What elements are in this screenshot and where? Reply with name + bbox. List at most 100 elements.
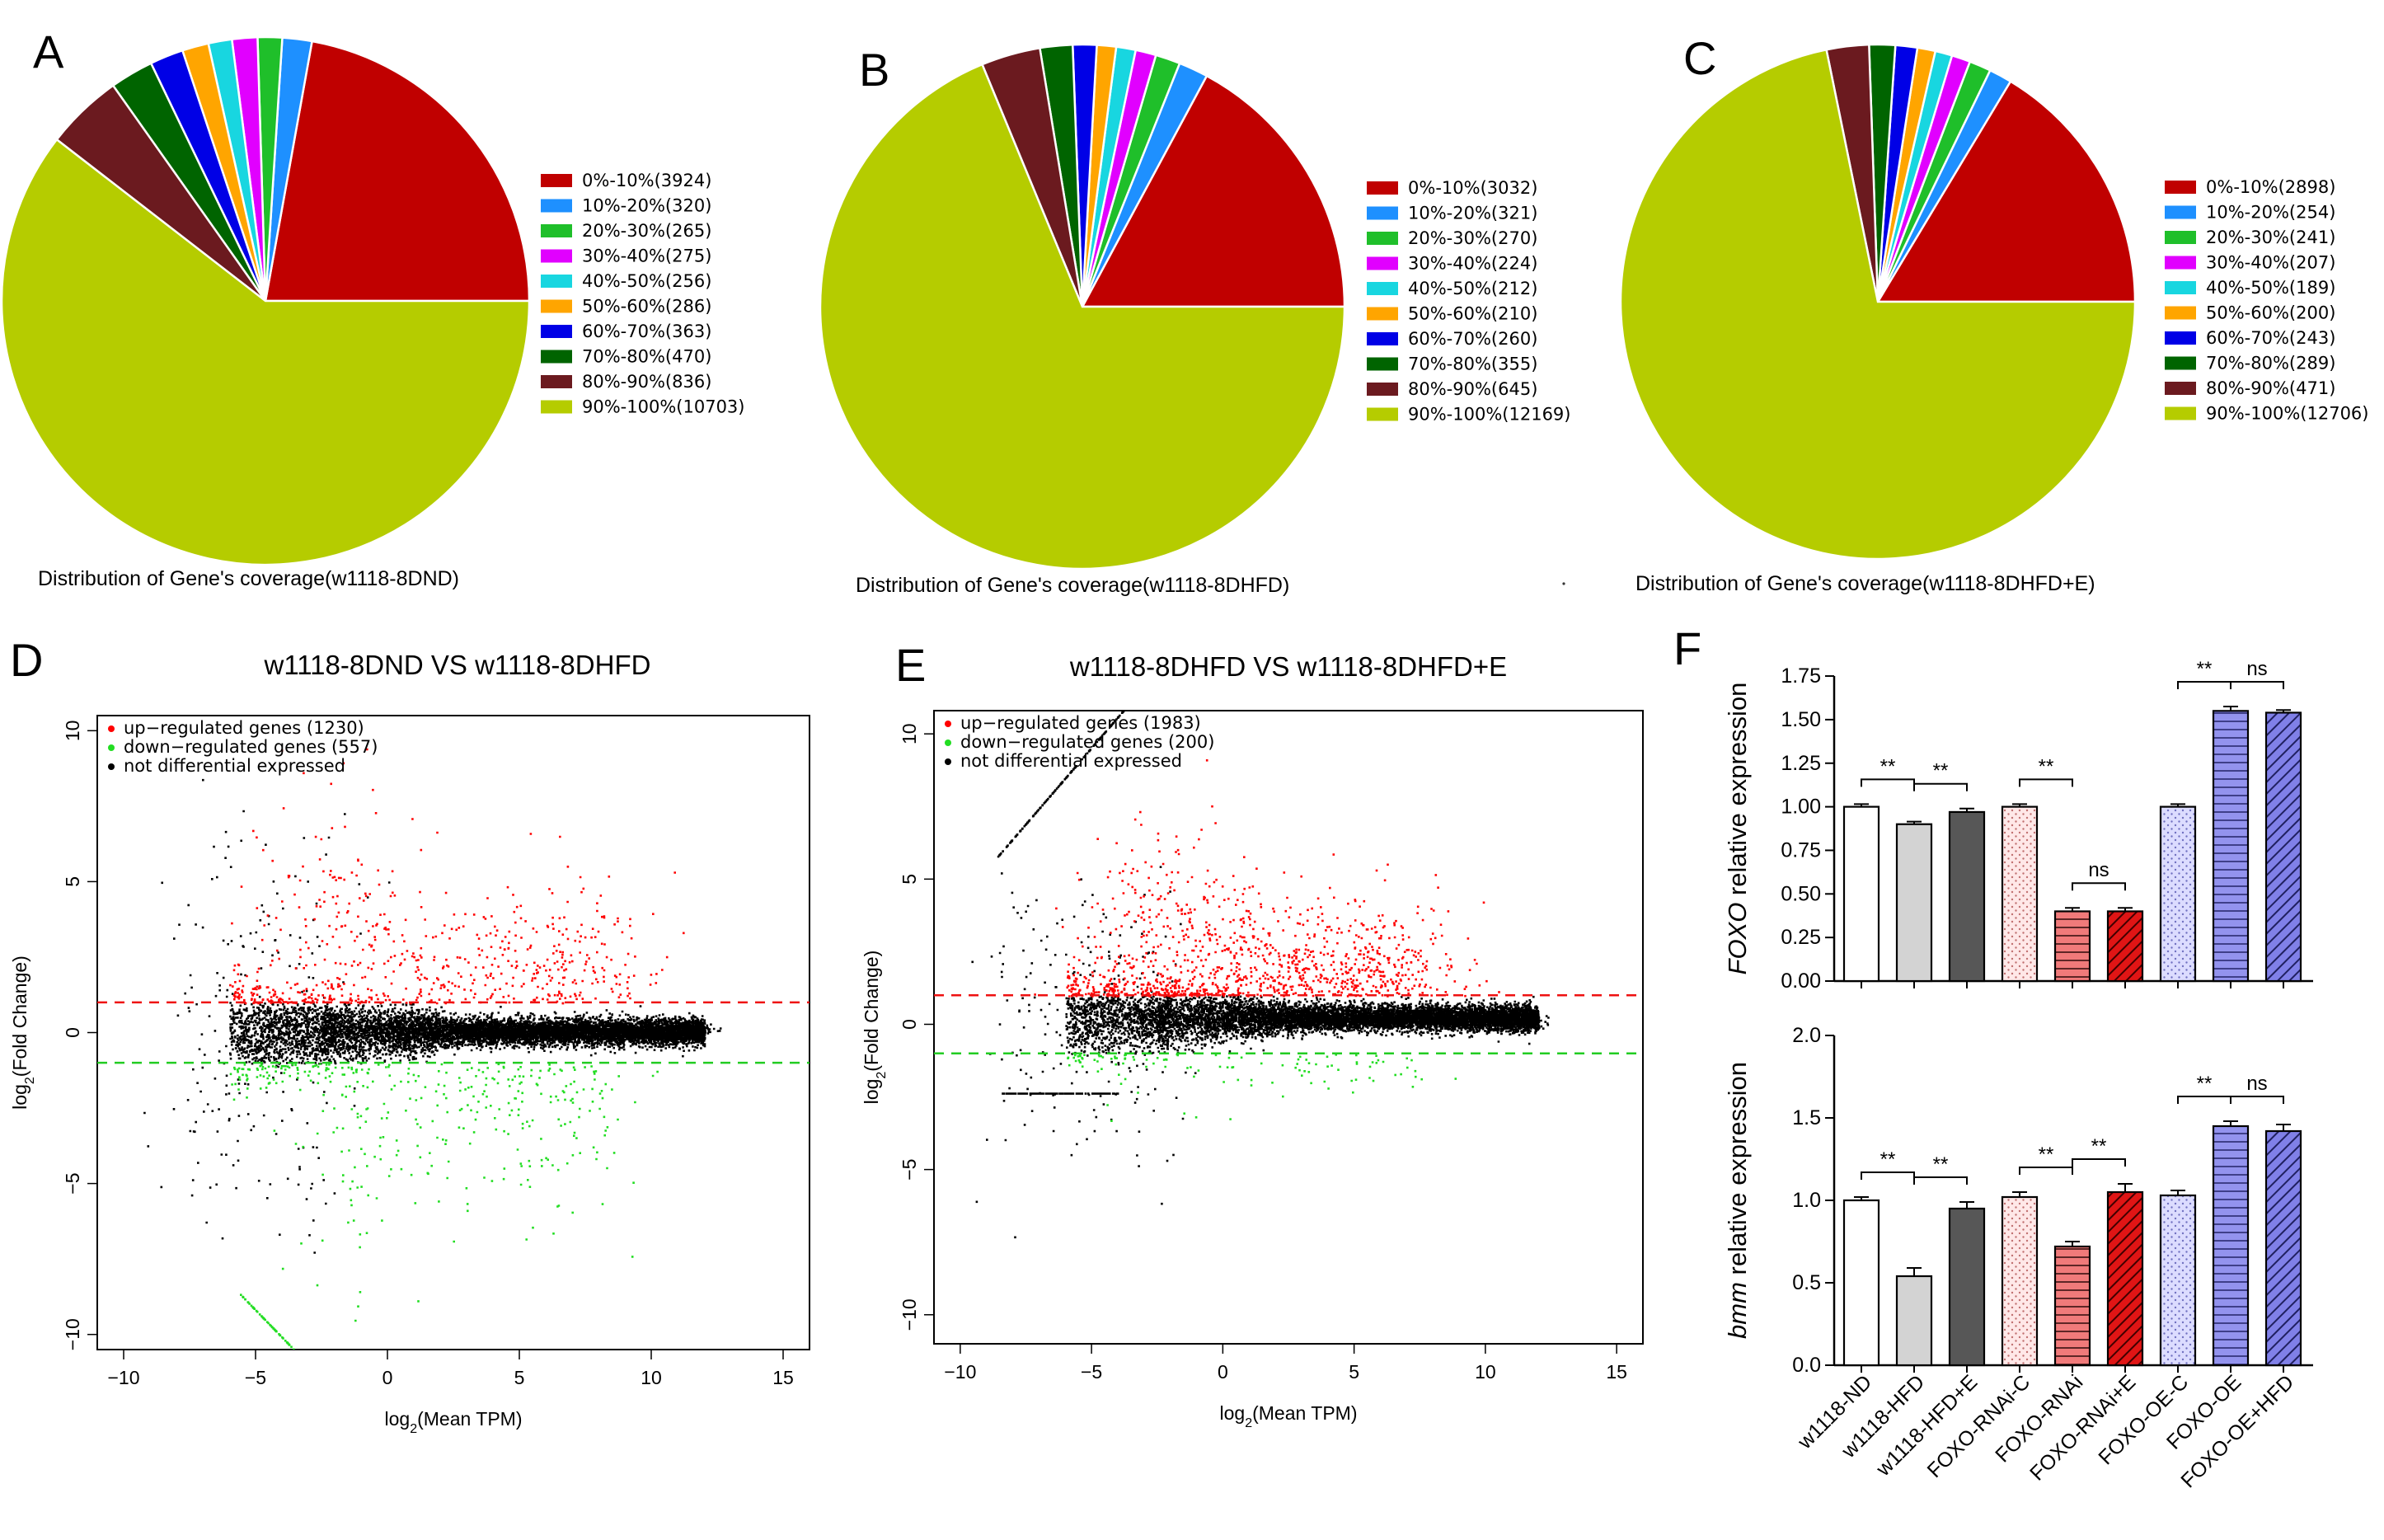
pie-caption: Distribution of Gene's coverage(w1118-8D… xyxy=(1635,572,2095,595)
y-axis-label: bmm relative expression xyxy=(1723,1062,1752,1339)
bar xyxy=(2001,805,2039,983)
legend-swatch xyxy=(1367,256,1398,270)
x-axis-label-sub: 2 xyxy=(410,1422,417,1436)
legend-label: 20%-30%(265) xyxy=(582,221,711,241)
plot-title: w1118-8DND VS w1118-8DHFD xyxy=(264,650,651,680)
pie-caption: Distribution of Gene's coverage(w1118-8D… xyxy=(38,567,459,590)
significance-bracket xyxy=(2177,681,2231,690)
plot-title: w1118-8DHFD VS w1118-8DHFD+E xyxy=(1069,651,1507,682)
legend-label: down−regulated genes (200) xyxy=(960,732,1214,752)
y-axis-label: log2(Fold Change) xyxy=(9,955,37,1110)
y-axis-label-part: relative expression xyxy=(1723,1062,1752,1282)
x-tick-label: −5 xyxy=(245,1367,266,1388)
legend-marker xyxy=(945,721,951,727)
legend-swatch xyxy=(1367,181,1398,195)
significance-label: ** xyxy=(1933,1153,1949,1176)
x-axis-label: log2(Mean TPM) xyxy=(1220,1402,1358,1430)
significance-bracket xyxy=(1913,782,1968,791)
legend-label: 0%-10%(2898) xyxy=(2206,177,2335,197)
y-tick-label: 10 xyxy=(899,723,920,744)
y-tick-label: 2.0 xyxy=(1792,1024,1821,1047)
y-axis-label: log2(Fold Change) xyxy=(861,951,889,1105)
significance-bracket xyxy=(2177,1096,2231,1104)
significance-label: ** xyxy=(2197,658,2213,680)
x-tick-label: 10 xyxy=(641,1367,662,1388)
bar xyxy=(1842,1199,1880,1367)
legend-label: 20%-30%(270) xyxy=(1408,228,1537,248)
significance-bracket xyxy=(2019,1167,2073,1175)
pie-chart-C: 0%-10%(2898) 10%-20%(254) 20%-30%(241) 30%-… xyxy=(1619,43,2368,595)
legend-label: 60%-70%(260) xyxy=(1408,329,1537,349)
bar xyxy=(2212,1124,2250,1367)
significance-bracket xyxy=(2230,681,2284,690)
legend-label: not differential expressed xyxy=(960,751,1182,771)
y-tick-label: 1.00 xyxy=(1781,796,1821,819)
bar xyxy=(1948,810,1986,983)
x-axis-label-sub: 2 xyxy=(1245,1416,1252,1430)
bar xyxy=(2106,1190,2144,1367)
legend-swatch xyxy=(2165,406,2196,420)
pie-slice xyxy=(1619,48,2137,561)
legend-label: 70%-80%(289) xyxy=(2206,354,2335,373)
legend-label: 30%-40%(207) xyxy=(2206,253,2335,273)
y-axis-label-sub: 2 xyxy=(875,1072,889,1079)
x-axis-label-part: (Mean TPM) xyxy=(417,1408,522,1430)
bar xyxy=(1895,1275,1933,1367)
legend-label: 10%-20%(321) xyxy=(1408,204,1537,223)
stray-dot xyxy=(1562,582,1565,585)
bar xyxy=(2053,910,2091,983)
legend-label: 30%-40%(275) xyxy=(582,246,711,266)
pie-slice xyxy=(819,63,1346,570)
legend-label: 60%-70%(363) xyxy=(582,322,711,341)
x-axis-label-part: log xyxy=(385,1408,411,1430)
panel-label-D: D xyxy=(10,634,43,686)
legend-label: 80%-90%(645) xyxy=(1408,379,1537,399)
legend-label: 90%-100%(12169) xyxy=(1408,405,1570,425)
pie-caption: Distribution of Gene's coverage(w1118-8D… xyxy=(856,574,1289,597)
y-tick-label: 0.0 xyxy=(1792,1354,1821,1377)
y-axis-label-part: relative expression xyxy=(1723,683,1752,903)
bar xyxy=(2159,805,2197,983)
legend-swatch xyxy=(2165,205,2196,219)
ma-plot-D: w1118-8DND VS w1118-8DHFD −10 −5 0 5 10 15 −10 −… xyxy=(9,650,810,1436)
legend-label: not differential expressed xyxy=(124,756,345,776)
bar-chart-F-top: 0.00 0.25 0.50 0.75 1.00 1.25 1.50 1.75 FOXO rel… xyxy=(1723,658,2313,993)
pie-chart-A: 0%-10%(3924) 10%-20%(320) 20%-30%(265) 30%-… xyxy=(0,35,744,590)
y-axis-label-gene: FOXO xyxy=(1723,903,1752,975)
y-axis-label-sub: 2 xyxy=(23,1077,37,1084)
significance-bracket xyxy=(1913,1176,1968,1185)
y-axis-label: FOXO relative expression xyxy=(1723,683,1752,975)
y-axis-label-gene: bmm xyxy=(1723,1282,1752,1339)
significance-bracket xyxy=(2072,882,2126,891)
pie-slice xyxy=(1080,74,1346,308)
bar xyxy=(2001,1195,2039,1367)
legend-label: 50%-60%(210) xyxy=(1408,304,1537,324)
y-tick-label: −5 xyxy=(899,1159,920,1181)
x-axis-label-part: log xyxy=(1220,1402,1246,1424)
legend-swatch xyxy=(541,199,572,213)
x-tick-label: 5 xyxy=(1349,1361,1359,1383)
significance-label: ns xyxy=(2246,658,2267,680)
significance-label: ** xyxy=(1880,1148,1896,1171)
legend-swatch xyxy=(2165,231,2196,244)
legend-label: 10%-20%(320) xyxy=(582,196,711,216)
y-axis-label-part: log xyxy=(9,1084,31,1110)
significance-bracket xyxy=(2019,778,2073,787)
x-tick-label: 0 xyxy=(1218,1361,1228,1383)
x-tick-label: 15 xyxy=(1606,1361,1627,1383)
pie-chart-B: 0%-10%(3032) 10%-20%(321) 20%-30%(270) 30%-… xyxy=(819,43,1570,597)
not-differential-points xyxy=(971,711,1550,1239)
not-differential-points xyxy=(143,778,722,1254)
legend-label: up−regulated genes (1230) xyxy=(124,718,364,738)
bar xyxy=(2264,711,2302,983)
bar xyxy=(2053,1245,2091,1367)
legend-swatch xyxy=(2165,331,2196,345)
y-tick-label: 5 xyxy=(62,876,83,887)
legend-label: 30%-40%(224) xyxy=(1408,254,1537,274)
significance-label: ** xyxy=(1880,755,1896,777)
legend-swatch xyxy=(2165,382,2196,395)
legend-label: 80%-90%(471) xyxy=(2206,378,2335,398)
legend-marker xyxy=(108,763,115,770)
y-tick-label: 0 xyxy=(899,1019,920,1030)
legend-swatch xyxy=(541,224,572,237)
